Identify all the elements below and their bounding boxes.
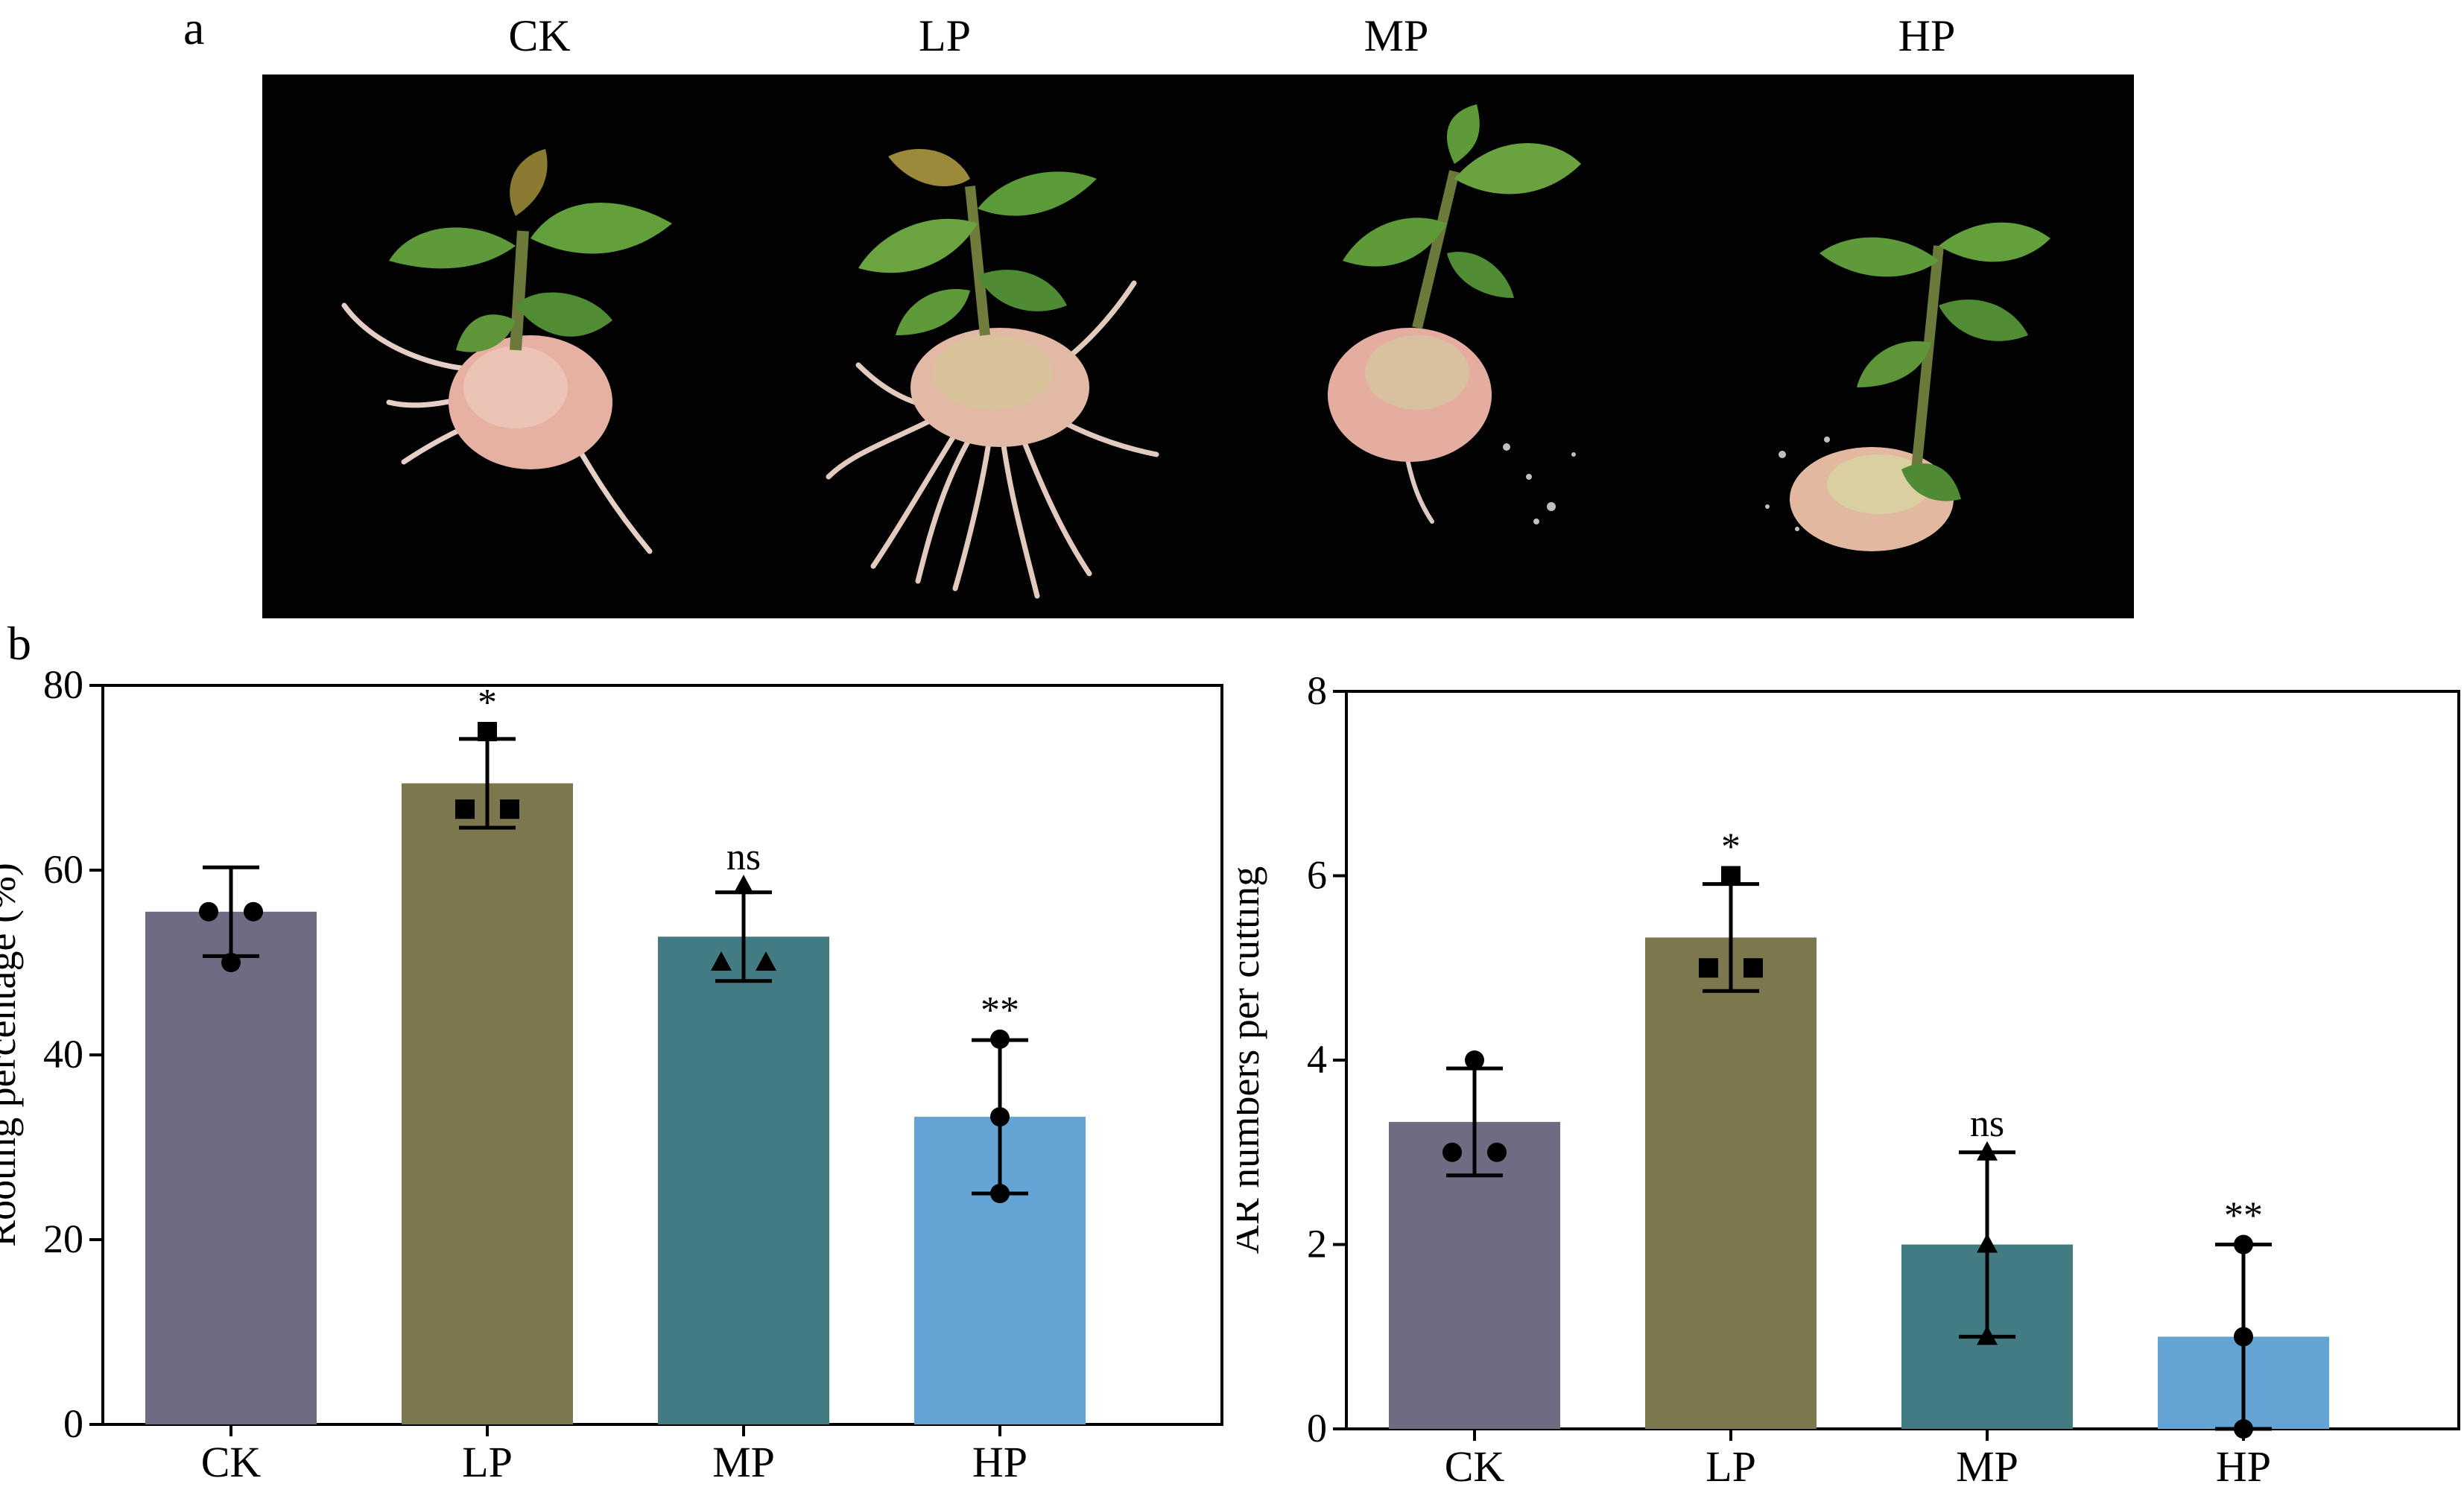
data-point-ck xyxy=(1465,1050,1484,1070)
y-tick-label: 4 xyxy=(1307,1037,1327,1082)
plant-ck-image xyxy=(341,149,672,554)
data-point-ck xyxy=(221,953,241,972)
significance-mp: ns xyxy=(726,836,761,878)
significance-lp: * xyxy=(478,682,497,724)
panel-b-letter: b xyxy=(7,617,31,670)
significance-mp: ns xyxy=(1970,1103,2004,1145)
x-tick-label-hp: HP xyxy=(2216,1442,2271,1487)
x-tick-label-ck: CK xyxy=(201,1438,262,1486)
y-tick-label: 60 xyxy=(43,847,83,892)
y-tick-label: 2 xyxy=(1307,1222,1327,1266)
y-axis-label: Rooting percentage (%) xyxy=(0,863,24,1247)
data-point-mp xyxy=(733,875,754,895)
data-point-mp xyxy=(1977,1325,1998,1345)
data-point-hp xyxy=(2234,1327,2253,1347)
data-point-ck xyxy=(244,901,263,922)
plant-lp-image xyxy=(826,149,1159,599)
bar-lp xyxy=(1645,937,1817,1429)
y-tick-label: 20 xyxy=(43,1217,83,1261)
photo-title-lp: LP xyxy=(918,11,972,60)
x-tick-label-ck: CK xyxy=(1445,1442,1505,1487)
y-tick-label: 0 xyxy=(63,1401,83,1446)
data-point-lp xyxy=(478,722,497,741)
plant-photo xyxy=(262,74,2134,618)
y-tick-label: 40 xyxy=(43,1032,83,1077)
photo-title-ck: CK xyxy=(508,11,571,60)
data-point-ck xyxy=(199,901,218,922)
plant-mp-image xyxy=(1328,104,1581,524)
bar-ck xyxy=(145,911,317,1424)
data-point-lp xyxy=(1699,958,1718,978)
significance-lp: * xyxy=(1721,826,1741,869)
data-point-hp xyxy=(990,1184,1010,1203)
x-tick-label-mp: MP xyxy=(1956,1442,2018,1487)
plant-hp-image xyxy=(1765,222,2050,551)
ar-numbers-chart: 0 2 4 6 8 AR numbers per cutting CK * LP ns MP ** HP xyxy=(1237,668,2460,1487)
significance-hp: ** xyxy=(2224,1195,2263,1237)
x-tick-label-lp: LP xyxy=(1706,1442,1756,1487)
y-tick-label: 6 xyxy=(1307,853,1327,898)
data-point-hp xyxy=(2234,1234,2253,1255)
data-point-lp xyxy=(500,799,519,819)
data-point-lp xyxy=(1744,958,1763,978)
x-tick-label-lp: LP xyxy=(462,1438,513,1486)
data-point-hp xyxy=(990,1029,1010,1049)
data-point-mp xyxy=(756,951,776,971)
y-tick-label: 80 xyxy=(43,662,83,707)
photo-title-mp: MP xyxy=(1364,11,1429,60)
data-point-ck xyxy=(1442,1142,1462,1162)
y-tick-label: 0 xyxy=(1307,1406,1327,1450)
x-tick-label-mp: MP xyxy=(712,1438,775,1486)
data-point-mp xyxy=(711,951,732,971)
bar-mp xyxy=(658,936,829,1424)
significance-hp: ** xyxy=(981,989,1019,1032)
photo-title-hp: HP xyxy=(1898,11,1956,60)
data-point-mp xyxy=(1977,1141,1998,1161)
data-point-ck xyxy=(1487,1142,1507,1162)
panel-a-letter: a xyxy=(183,1,205,54)
bar-lp xyxy=(402,783,573,1424)
data-point-lp xyxy=(455,799,475,819)
data-point-lp xyxy=(1721,866,1741,886)
data-point-hp xyxy=(990,1107,1010,1127)
x-tick-label-hp: HP xyxy=(972,1438,1027,1486)
data-point-mp xyxy=(1977,1233,1998,1253)
y-tick-label: 8 xyxy=(1307,668,1327,713)
rooting-percentage-chart: 0 20 40 60 80 Rooting percentage (%) CK * LP ns MP… xyxy=(0,662,1223,1486)
y-axis-label: AR numbers per cutting xyxy=(1237,866,1267,1254)
